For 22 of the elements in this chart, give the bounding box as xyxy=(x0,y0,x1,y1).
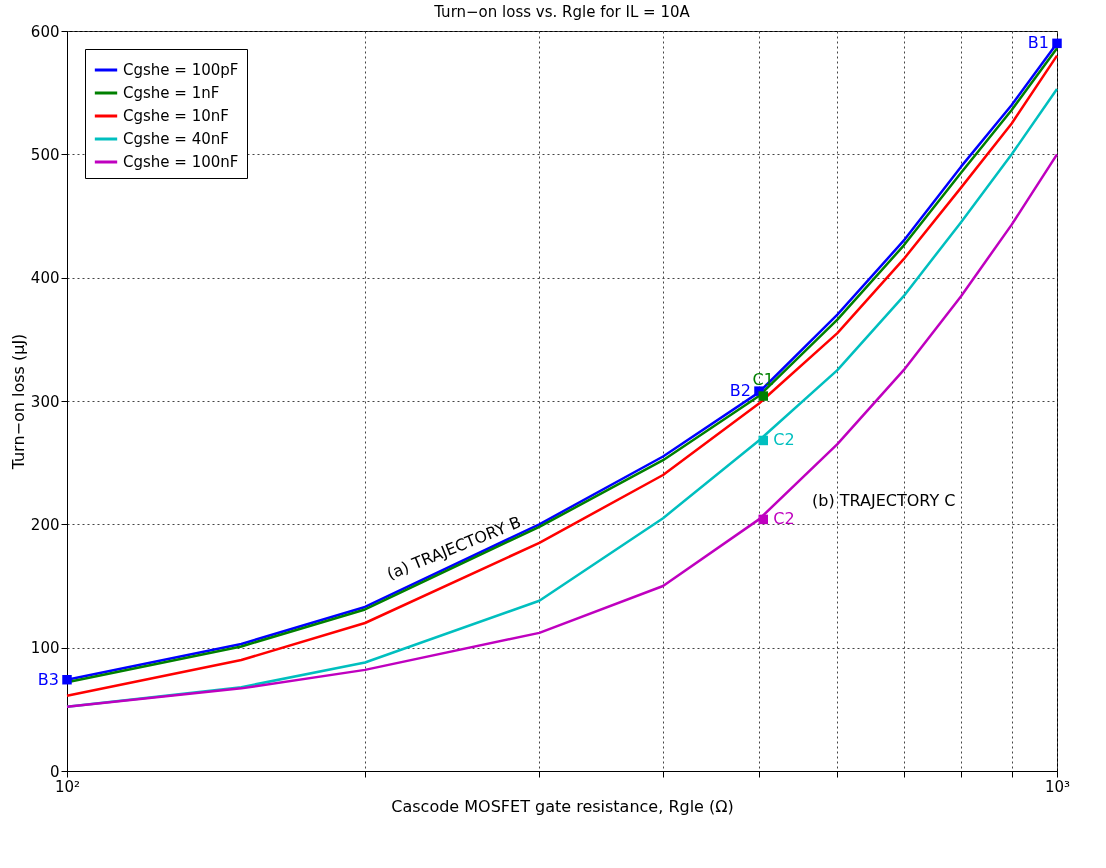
y-tick-label: 300 xyxy=(30,392,60,411)
legend-label: Cgshe = 40nF xyxy=(123,130,229,148)
annotation: C1 xyxy=(752,370,774,390)
annotation: C2 xyxy=(773,509,795,529)
x-axis-title: Cascode MOSFET gate resistance, Rgle (Ω) xyxy=(391,796,734,816)
y-tick-label: 200 xyxy=(30,515,60,534)
annotation: B1 xyxy=(1027,33,1049,53)
y-axis-title: Turn−on loss (μJ) xyxy=(8,333,28,471)
y-tick-label: 600 xyxy=(30,22,60,41)
annotation: C2 xyxy=(773,430,795,450)
legend-label: Cgshe = 10nF xyxy=(123,107,229,125)
legend-label: Cgshe = 100nF xyxy=(123,153,239,171)
annotation: (b) TRAJECTORY C xyxy=(812,491,956,510)
y-tick-label: 100 xyxy=(30,639,60,658)
annotation: B2 xyxy=(729,381,751,401)
y-tick-label: 500 xyxy=(30,145,60,164)
annotation: B3 xyxy=(37,669,59,689)
x-tick-label: 10³ xyxy=(1044,777,1071,796)
legend-label: Cgshe = 1nF xyxy=(123,84,220,102)
legend-label: Cgshe = 100pF xyxy=(123,61,239,79)
y-tick-label: 400 xyxy=(30,269,60,288)
chart-title: Turn−on loss vs. Rgle for IL = 10A xyxy=(433,3,691,21)
